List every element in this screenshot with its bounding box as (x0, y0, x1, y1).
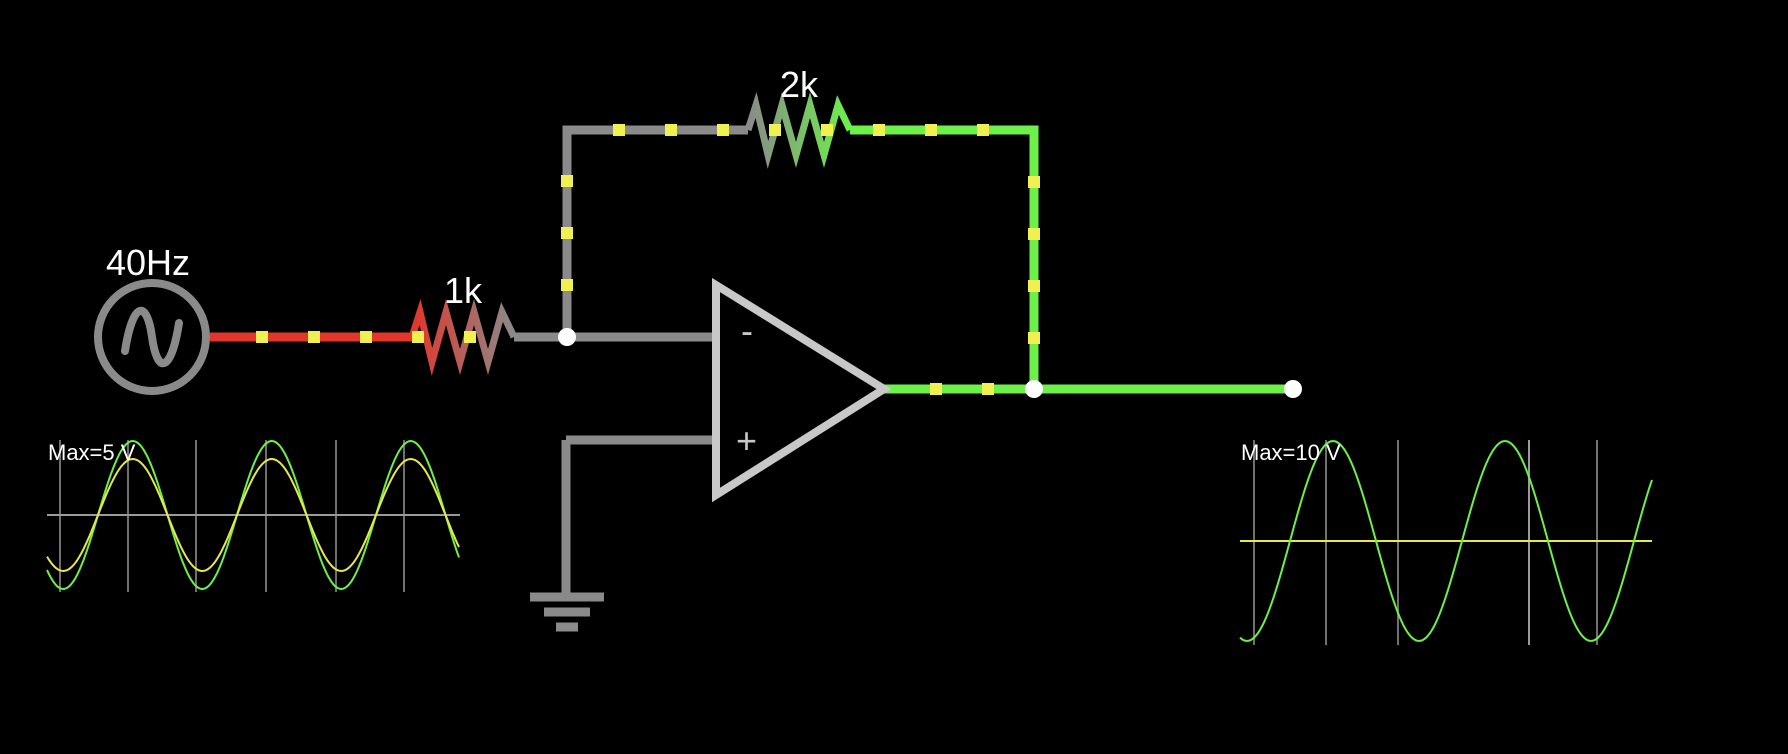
scope-input-max-label: Max=5 V (48, 440, 136, 465)
current-dot (1028, 332, 1040, 344)
current-dot (464, 331, 476, 343)
current-dot (930, 383, 942, 395)
scope-input-trace-output (46, 439, 460, 591)
current-dot (561, 227, 573, 239)
current-dot (613, 124, 625, 136)
scope-output-trace (1239, 440, 1653, 642)
feedback-wire-left[interactable] (562, 125, 748, 337)
resistor-1k-label: 1k (444, 270, 483, 311)
ac-source[interactable] (94, 279, 210, 395)
resistor-2k-label: 2k (780, 64, 819, 105)
scope-input-grid (47, 440, 460, 592)
resistor-2k[interactable] (744, 92, 854, 169)
output-terminal[interactable] (1284, 380, 1302, 398)
ground-net (530, 435, 714, 632)
opamp-noninverting-sign: + (736, 420, 758, 461)
current-dot (308, 331, 320, 343)
current-dot (256, 331, 268, 343)
opamp-triangle[interactable] (712, 277, 892, 503)
current-dot (977, 124, 989, 136)
feedback-wire-right[interactable] (850, 125, 1039, 389)
current-dot (412, 331, 424, 343)
scope-input[interactable] (46, 439, 460, 592)
source-frequency-label: 40Hz (106, 242, 191, 283)
scope-output-max-label: Max=10 V (1241, 440, 1341, 465)
current-dot (1028, 228, 1040, 240)
current-dot (561, 279, 573, 291)
current-dot (561, 175, 573, 187)
scope-input-trace-input (46, 457, 460, 573)
opamp-inverting-sign: - (741, 310, 753, 351)
scope-output-grid (1253, 440, 1598, 645)
current-dot (665, 124, 677, 136)
current-dot (873, 124, 885, 136)
current-dot (821, 124, 833, 136)
resistor-1k[interactable] (408, 299, 518, 376)
current-dot (1028, 280, 1040, 292)
current-dot (360, 331, 372, 343)
ac-source-circle[interactable] (94, 279, 210, 395)
junction-node-output[interactable] (1025, 380, 1043, 398)
current-dot (925, 124, 937, 136)
current-dot (769, 124, 781, 136)
scope-output[interactable] (1239, 440, 1653, 645)
current-dot (982, 383, 994, 395)
current-dots (256, 124, 1040, 395)
current-dot (1028, 176, 1040, 188)
sine-wave-icon (121, 306, 183, 368)
junction-node-inverting[interactable] (558, 328, 576, 346)
ground-icon (530, 592, 604, 632)
current-dot (717, 124, 729, 136)
